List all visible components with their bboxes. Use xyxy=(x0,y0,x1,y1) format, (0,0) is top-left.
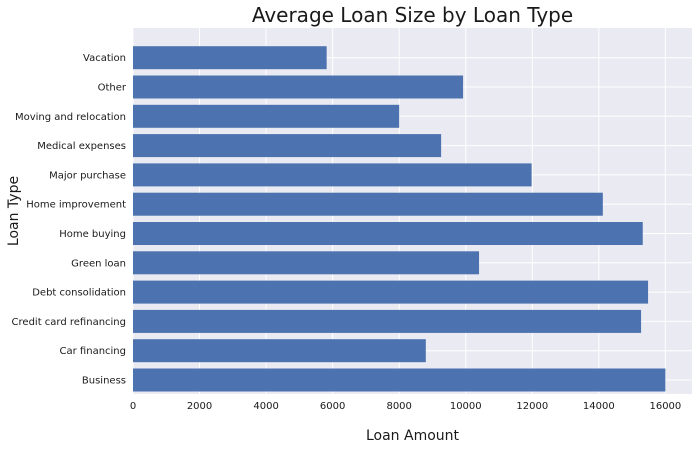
bar-vacation xyxy=(133,46,327,70)
x-tick-label: 2000 xyxy=(187,401,212,412)
x-tick-label: 12000 xyxy=(516,401,548,412)
bars xyxy=(133,46,666,392)
y-tick-label: Credit card refinancing xyxy=(12,317,126,328)
y-tick-labels: Business Car financing Credit card refinan… xyxy=(12,53,127,386)
y-tick-label: Green loan xyxy=(71,258,126,269)
y-tick-label: Home buying xyxy=(59,229,126,240)
bar-moving-and-relocation xyxy=(133,104,400,128)
chart-title: Average Loan Size by Loan Type xyxy=(252,3,573,27)
bar-green-loan xyxy=(133,251,480,275)
y-tick-label: Major purchase xyxy=(49,170,126,181)
y-tick-label: Other xyxy=(98,83,127,94)
bar-car-financing xyxy=(133,339,426,363)
y-tick-label: Vacation xyxy=(83,53,126,64)
bar-debt-consolidation xyxy=(133,280,649,304)
x-axis-label: Loan Amount xyxy=(366,428,460,444)
y-tick-label: Debt consolidation xyxy=(32,288,126,299)
y-tick-label: Car financing xyxy=(60,346,126,357)
bar-other xyxy=(133,75,464,99)
bar-business xyxy=(133,368,666,392)
y-tick-label: Business xyxy=(82,376,126,387)
x-tick-labels: 0 2000 4000 6000 8000 10000 12000 14000 16000 xyxy=(130,401,681,412)
y-tick-label: Home improvement xyxy=(26,200,126,211)
bar-credit-card-refinancing xyxy=(133,309,642,333)
x-tick-label: 10000 xyxy=(450,401,482,412)
y-axis-label: Loan Type xyxy=(6,176,22,246)
x-tick-label: 16000 xyxy=(649,401,681,412)
bar-medical-expenses xyxy=(133,134,442,158)
y-tick-label: Moving and relocation xyxy=(15,112,126,123)
bar-home-buying xyxy=(133,222,643,245)
bar-home-improvement xyxy=(133,192,603,216)
x-tick-label: 6000 xyxy=(320,401,345,412)
x-tick-label: 4000 xyxy=(253,401,278,412)
x-tick-label: 8000 xyxy=(386,401,411,412)
y-tick-label: Medical expenses xyxy=(37,141,126,152)
bar-major-purchase xyxy=(133,163,532,187)
x-tick-label: 14000 xyxy=(583,401,615,412)
x-tick-label: 0 xyxy=(130,401,136,412)
